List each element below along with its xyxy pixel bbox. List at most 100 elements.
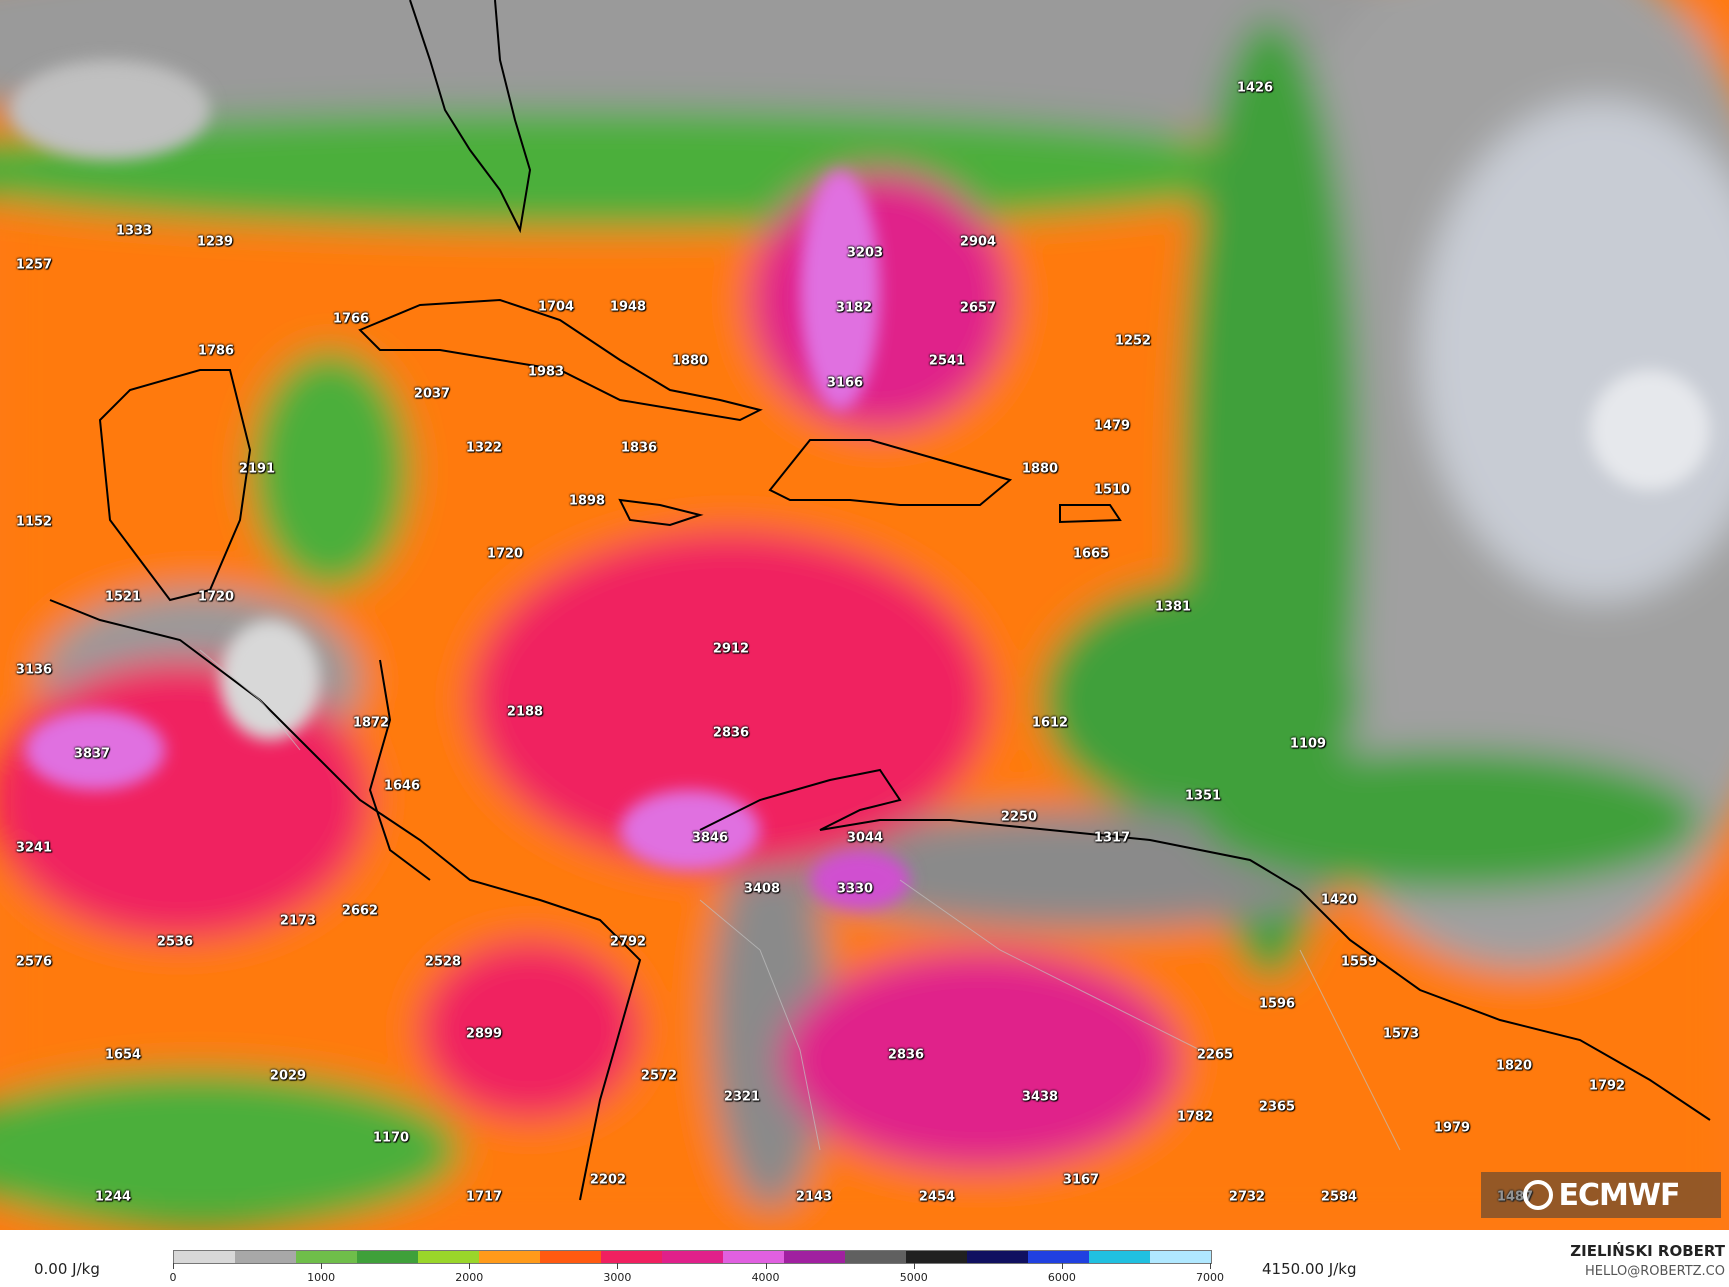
cape-value-label: 3166 (826, 375, 864, 391)
cape-value-label: 2265 (1196, 1047, 1234, 1063)
colorbar-tick-mark (913, 1263, 915, 1269)
cape-value-label: 1880 (1021, 461, 1059, 477)
cape-value-label: 1880 (671, 353, 709, 369)
colorbar-tick-mark (321, 1263, 323, 1269)
cape-value-label: 2191 (238, 461, 276, 477)
cape-value-label: 1596 (1258, 996, 1296, 1012)
cape-value-label: 1573 (1382, 1026, 1420, 1042)
colorbar-tick-mark (1061, 1263, 1063, 1269)
cape-value-label: 2572 (640, 1068, 678, 1084)
cape-value-label: 1252 (1114, 333, 1152, 349)
cape-value-label: 1717 (465, 1189, 503, 1205)
cape-value-label: 1510 (1093, 482, 1131, 498)
colorbar-tick-mark (1210, 1263, 1211, 1269)
cape-value-label: 2541 (928, 353, 966, 369)
cape-value-label: 1786 (197, 343, 235, 359)
cape-value-label: 1983 (527, 364, 565, 380)
cape-value-label: 2657 (959, 300, 997, 316)
ecmwf-logo: ECMWF (1481, 1172, 1721, 1218)
cape-value-label: 1836 (620, 440, 658, 456)
colorbar-segment (662, 1251, 723, 1263)
colorbar-tick-label: 5000 (899, 1271, 928, 1284)
cape-value-label: 3408 (743, 881, 781, 897)
cape-value-label: 1979 (1433, 1120, 1471, 1136)
cape-value-label: 3241 (15, 840, 53, 856)
colorbar-segment (1150, 1251, 1211, 1263)
cape-value-label: 2732 (1228, 1189, 1266, 1205)
cape-map: 1426 1333 1239 1257 3203 2904 1766 1704 1948 3182… (0, 0, 1729, 1230)
author-credit: ZIELIŃSKI ROBERT (1570, 1242, 1725, 1260)
cape-value-label: 2250 (1000, 809, 1038, 825)
cape-value-label: 3438 (1021, 1089, 1059, 1105)
colorbar-segment (967, 1251, 1028, 1263)
cape-value-label: 3330 (836, 881, 874, 897)
colorbar-segment (784, 1251, 845, 1263)
cape-value-label: 1654 (104, 1047, 142, 1063)
colorbar-tick-mark (173, 1263, 174, 1269)
colorbar-segment (1089, 1251, 1150, 1263)
cape-value-label: 1559 (1340, 954, 1378, 970)
colorbar-tick-label: 0 (169, 1271, 177, 1284)
cape-value-label: 1351 (1184, 788, 1222, 804)
cape-value-label: 1665 (1072, 546, 1110, 562)
colorbar-tick-label: 2000 (455, 1271, 484, 1284)
colorbar-segment (601, 1251, 662, 1263)
legend-footer: 0.00 J/kg 0 1000 2000 3000 4000 5000 6000 7000 … (0, 1230, 1729, 1287)
cape-value-label: 2037 (413, 386, 451, 402)
cape-value-label: 3846 (691, 830, 729, 846)
cape-value-label: 1317 (1093, 830, 1131, 846)
author-email: HELLO@ROBERTZ.CO (1584, 1264, 1725, 1279)
cape-value-label: 1257 (15, 257, 53, 273)
cape-value-label: 1322 (465, 440, 503, 456)
cape-value-label: 1479 (1093, 418, 1131, 434)
cape-value-label: 1782 (1176, 1109, 1214, 1125)
colorbar-segment (1028, 1251, 1089, 1263)
cape-value-label: 1381 (1154, 599, 1192, 615)
legend-min-label: 0.00 J/kg (34, 1260, 100, 1278)
cape-value-label: 1109 (1289, 736, 1327, 752)
cape-value-label: 1898 (568, 493, 606, 509)
cape-value-label: 1152 (15, 514, 53, 530)
cape-value-label: 3167 (1062, 1172, 1100, 1188)
colorbar-tick-label: 3000 (603, 1271, 632, 1284)
cape-value-label: 2365 (1258, 1099, 1296, 1115)
colorbar-tick-mark (469, 1263, 471, 1269)
colorbar-tick-mark (617, 1263, 619, 1269)
map-fill (0, 0, 1729, 1230)
cape-value-label: 1612 (1031, 715, 1069, 731)
cape-value-label: 2202 (589, 1172, 627, 1188)
colorbar-tick-mark (765, 1263, 767, 1269)
colorbar-tick-label: 7000 (1196, 1271, 1224, 1284)
cape-value-label: 2836 (887, 1047, 925, 1063)
colorbar-tick-label: 4000 (751, 1271, 780, 1284)
colorbar-segment (540, 1251, 601, 1263)
cape-value-label: 1333 (115, 223, 153, 239)
colorbar-segment (235, 1251, 296, 1263)
cape-value-label: 3837 (73, 746, 111, 762)
cape-value-label: 2899 (465, 1026, 503, 1042)
colorbar-segment (723, 1251, 784, 1263)
cape-value-label: 2528 (424, 954, 462, 970)
cape-value-label: 2662 (341, 903, 379, 919)
cape-value-label: 2836 (712, 725, 750, 741)
cape-value-label: 1720 (486, 546, 524, 562)
cape-value-label: 1521 (104, 589, 142, 605)
cape-value-label: 1426 (1236, 80, 1274, 96)
cape-value-label: 1820 (1495, 1058, 1533, 1074)
cape-value-label: 1720 (197, 589, 235, 605)
colorbar-segment (906, 1251, 967, 1263)
ecmwf-mark-icon (1522, 1180, 1553, 1210)
cape-value-label: 1170 (372, 1130, 410, 1146)
colorbar-segment (174, 1251, 235, 1263)
cape-value-label: 1948 (609, 299, 647, 315)
cape-value-label: 1704 (537, 299, 575, 315)
cape-value-label: 3182 (835, 300, 873, 316)
cape-value-label: 1420 (1320, 892, 1358, 908)
colorbar-segment (845, 1251, 906, 1263)
legend-colorbar (173, 1250, 1212, 1264)
cape-value-label: 3203 (846, 245, 884, 261)
cape-value-label: 3044 (846, 830, 884, 846)
cape-value-label: 2912 (712, 641, 750, 657)
colorbar-tick-label: 1000 (307, 1271, 336, 1284)
colorbar-segment (418, 1251, 479, 1263)
